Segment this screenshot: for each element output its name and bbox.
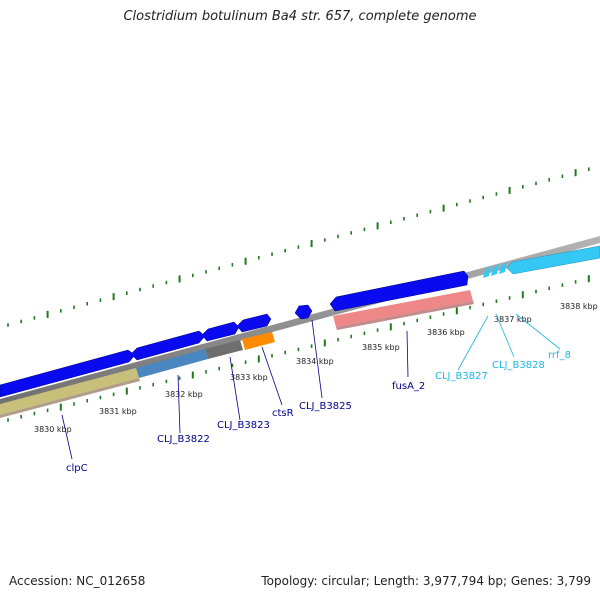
kbp-label: 3837 kbp xyxy=(494,315,532,324)
gene-label-clj-b3825[interactable]: CLJ_B3825 xyxy=(299,401,352,412)
gene-label-rrf-8[interactable]: rrf_8 xyxy=(548,350,571,361)
cds-feature[interactable] xyxy=(506,245,600,275)
kbp-label-group: 3830 kbp 3831 kbp 3832 kbp 3833 kbp 3834… xyxy=(34,302,598,434)
gene-label-clj-b3823[interactable]: CLJ_B3823 xyxy=(217,420,270,431)
gene-clj-b3822-bar[interactable] xyxy=(136,349,208,378)
feature-shadow xyxy=(0,378,140,418)
cds-feature[interactable] xyxy=(499,262,507,274)
gene-label-clj-b3822[interactable]: CLJ_B3822 xyxy=(157,434,210,445)
cds-feature[interactable] xyxy=(0,349,136,398)
cds-feature[interactable] xyxy=(483,266,491,278)
gene-leader-lines xyxy=(61,313,561,460)
gene-label-group: clpC CLJ_B3822 CLJ_B3823 ctsR CLJ_B3825 … xyxy=(66,350,571,474)
gene-clpC-bar[interactable] xyxy=(0,368,139,415)
rrna-feature[interactable] xyxy=(333,290,473,327)
cds-feature[interactable] xyxy=(329,270,469,312)
cds-feature[interactable] xyxy=(236,313,272,333)
gene-label-clj-b3827[interactable]: CLJ_B3827 xyxy=(435,371,488,382)
feature-shadow xyxy=(336,301,474,330)
kbp-label: 3834 kbp xyxy=(296,357,334,366)
outer-tick-row xyxy=(7,167,590,327)
accession-text: Accession: NC_012658 xyxy=(9,574,146,588)
cds-feature[interactable] xyxy=(130,330,206,361)
kbp-label: 3831 kbp xyxy=(99,407,137,416)
gene-features xyxy=(0,290,474,418)
inner-tick-row xyxy=(7,275,590,422)
topology-text: Topology: circular; Length: 3,977,794 bp… xyxy=(261,574,591,588)
gene-label-clpC[interactable]: clpC xyxy=(66,463,88,474)
cds-feature[interactable] xyxy=(201,321,240,342)
kbp-label: 3832 kbp xyxy=(165,390,203,399)
map-title: Clostridium botulinum Ba4 str. 657, comp… xyxy=(123,9,477,24)
gene-ctsr-bar[interactable] xyxy=(242,332,275,350)
kbp-label: 3838 kbp xyxy=(560,302,598,311)
gene-label-ctsr[interactable]: ctsR xyxy=(272,408,294,419)
gene-clj-b3823-bar[interactable] xyxy=(205,340,243,359)
kbp-label: 3833 kbp xyxy=(230,373,268,382)
cds-feature[interactable] xyxy=(294,304,313,320)
cds-feature[interactable] xyxy=(491,264,499,276)
forward-strand-features xyxy=(0,245,600,398)
kbp-label: 3830 kbp xyxy=(34,425,72,434)
kbp-label: 3836 kbp xyxy=(427,328,465,337)
gene-label-fusa-2[interactable]: fusA_2 xyxy=(392,381,425,392)
kbp-label: 3835 kbp xyxy=(362,343,400,352)
gene-label-clj-b3828[interactable]: CLJ_B3828 xyxy=(492,360,545,371)
